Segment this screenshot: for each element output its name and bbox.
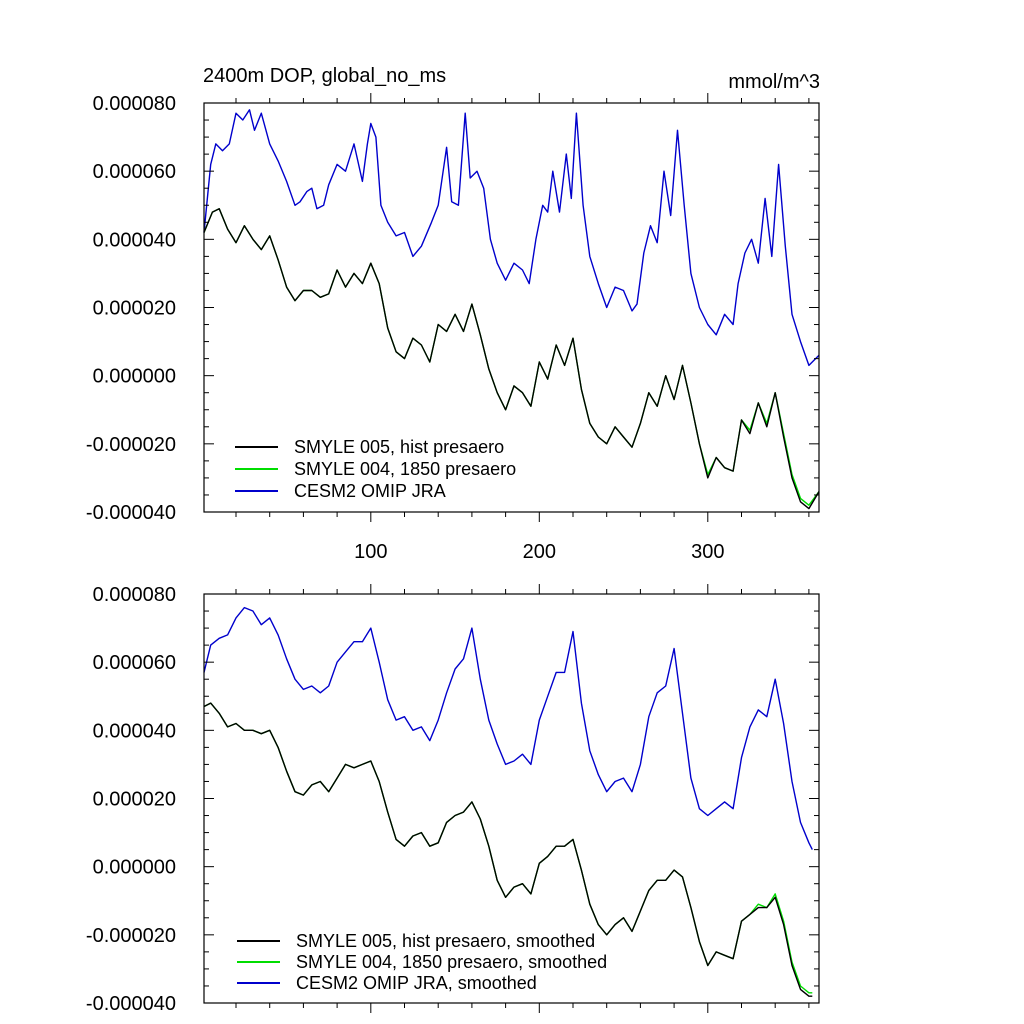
legend-label-cesm2-omip: CESM2 OMIP JRA [294, 481, 446, 501]
top-panel: 2400m DOP, global_no_ms mmol/m^3 -0.0000… [86, 65, 820, 563]
x-tick-label: 300 [691, 541, 724, 563]
top-panel-title: 2400m DOP, global_no_ms [203, 65, 446, 87]
y-tick-label: 0.000080 [93, 93, 176, 115]
bottom-panel-y-tick-labels: -0.000040 -0.000020 0.000000 0.000020 0.0000… [86, 584, 176, 1015]
top-panel-legend: SMYLE 005, hist presaero SMYLE 004, 1850… [235, 437, 516, 501]
y-tick-label: 0.000060 [93, 161, 176, 183]
y-tick-label: -0.000020 [86, 434, 176, 456]
bottom-panel-axis-ticks [204, 584, 819, 1013]
y-tick-label: -0.000020 [86, 925, 176, 947]
legend-label-smyle-005: SMYLE 005, hist presaero [294, 437, 504, 457]
series-line-cesm2-omip-smoothed [203, 606, 813, 850]
y-tick-label: 0.000080 [93, 584, 176, 606]
top-panel-plot-frame [203, 102, 820, 513]
legend-label-smyle-004-smoothed: SMYLE 004, 1850 presaero, smoothed [296, 952, 607, 972]
y-tick-label: 0.000020 [93, 298, 176, 320]
series-line-cesm2-omip [203, 109, 820, 367]
bottom-panel-series [203, 606, 813, 997]
y-tick-label: 0.000000 [93, 366, 176, 388]
bottom-panel: -0.000040 -0.000020 0.000000 0.000020 0.0000… [86, 584, 820, 1015]
y-tick-label: 0.000040 [93, 229, 176, 251]
top-panel-x-tick-labels: 100 200 300 [354, 541, 724, 563]
y-tick-label: 0.000020 [93, 789, 176, 811]
y-tick-label: -0.000040 [86, 993, 176, 1015]
top-panel-y-tick-labels: -0.000040 -0.000020 0.000000 0.000020 0.0000… [86, 93, 176, 524]
top-panel-units: mmol/m^3 [728, 71, 820, 93]
x-tick-label: 100 [354, 541, 387, 563]
y-tick-label: 0.000040 [93, 720, 176, 742]
legend-label-smyle-005-smoothed: SMYLE 005, hist presaero, smoothed [296, 931, 595, 951]
series-line-smyle-005 [203, 208, 820, 510]
series-line-smyle-005-smoothed [203, 702, 813, 997]
y-tick-label: 0.000060 [93, 652, 176, 674]
legend-label-smyle-004: SMYLE 004, 1850 presaero [294, 459, 516, 479]
x-tick-label: 200 [523, 541, 556, 563]
bottom-panel-legend: SMYLE 005, hist presaero, smoothed SMYLE… [237, 931, 607, 993]
y-tick-label: -0.000040 [86, 502, 176, 524]
legend-label-cesm2-omip-smoothed: CESM2 OMIP JRA, smoothed [296, 973, 537, 993]
y-tick-label: 0.000000 [93, 857, 176, 879]
top-panel-series [203, 109, 820, 510]
top-panel-axis-ticks [204, 93, 819, 522]
bottom-panel-plot-frame [203, 593, 820, 1004]
